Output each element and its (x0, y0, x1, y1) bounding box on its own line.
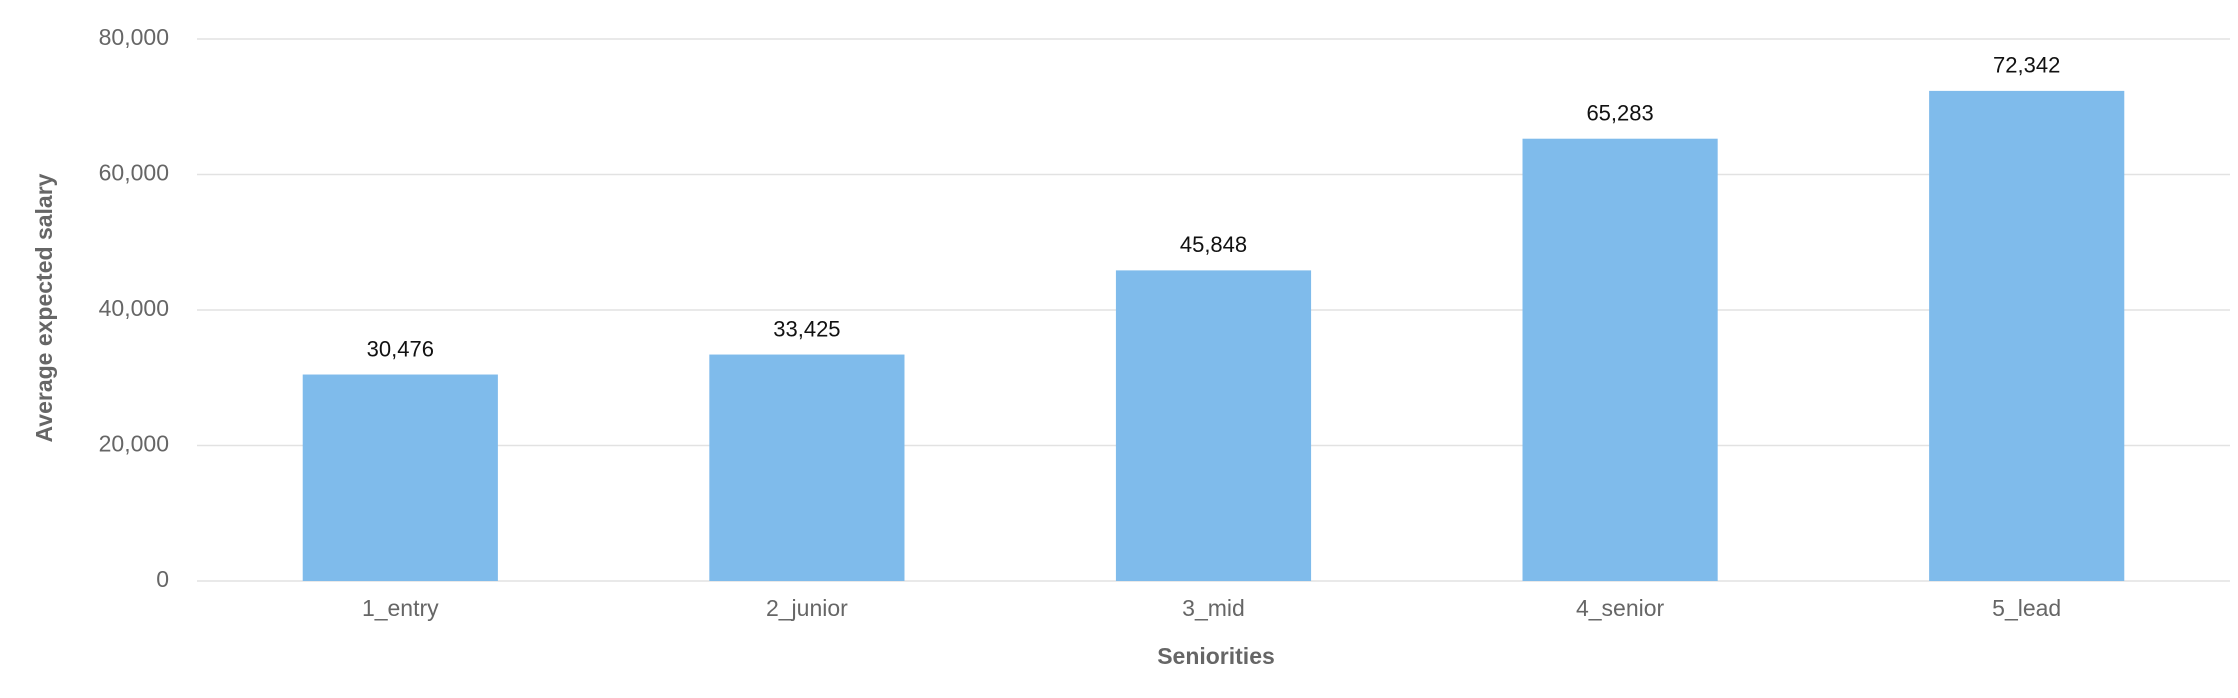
value-label: 33,425 (773, 316, 840, 341)
x-tick-label: 4_senior (1576, 595, 1665, 621)
y-tick-label: 60,000 (99, 160, 169, 186)
bar (302, 374, 498, 581)
x-tick-label: 3_mid (1182, 595, 1245, 621)
x-axis-title: Seniorities (1157, 643, 1275, 669)
y-tick-label: 40,000 (99, 295, 169, 321)
bar (1522, 138, 1718, 581)
value-label: 72,342 (1993, 53, 2060, 78)
bar (1929, 90, 2125, 582)
x-tick-label: 5_lead (1992, 595, 2061, 621)
x-tick-label: 1_entry (362, 595, 439, 621)
y-tick-label: 0 (156, 566, 169, 592)
x-tick-label: 2_junior (766, 595, 848, 621)
value-label: 65,283 (1586, 101, 1653, 126)
bar (709, 354, 905, 581)
value-label: 45,848 (1180, 232, 1247, 257)
y-tick-label: 20,000 (99, 431, 169, 457)
y-tick-label: 80,000 (99, 24, 169, 50)
y-axis-title: Average expected salary (31, 173, 57, 442)
value-label: 30,476 (367, 336, 434, 361)
bar (1115, 270, 1312, 581)
